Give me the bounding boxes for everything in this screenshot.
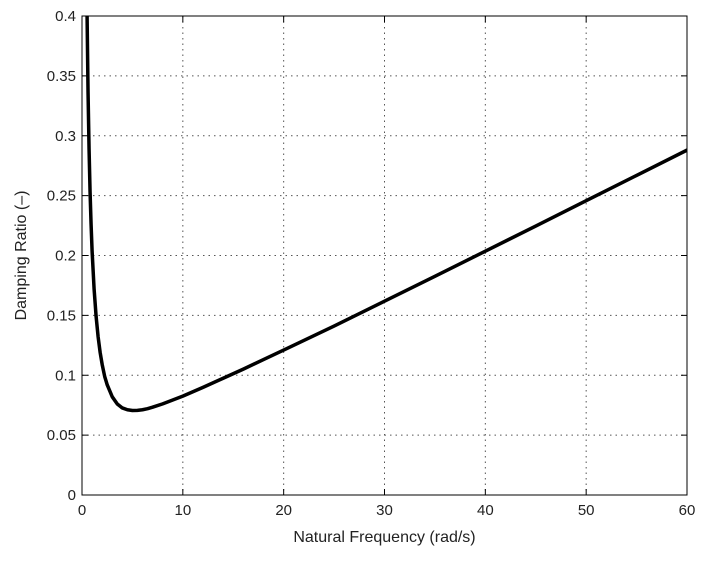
x-tick-label: 30 [376,502,393,519]
x-tick-label: 40 [477,502,494,519]
x-tick-labels: 0 10 20 30 40 50 60 [78,502,696,519]
y-tick-label: 0.25 [47,188,76,205]
series-line [85,16,687,413]
y-tick-label: 0.35 [47,68,76,85]
x-tick-label: 60 [679,502,696,519]
series-layer [85,16,687,413]
y-tick-labels: 0 0.05 0.1 0.15 0.2 0.25 0.3 0.35 0.4 [47,8,76,504]
x-tick-label: 10 [174,502,191,519]
x-tick-label: 20 [275,502,292,519]
y-tick-label: 0.1 [55,367,76,384]
x-tick-label: 0 [78,502,86,519]
y-tick-label: 0 [68,487,76,504]
y-tick-label: 0.05 [47,427,76,444]
x-tick-label: 50 [578,502,595,519]
plot-frame [81,15,688,496]
y-tick-label: 0.15 [47,307,76,324]
y-tick-label: 0.4 [55,8,76,25]
x-axis-title: Natural Frequency (rad/s) [293,529,475,546]
grid-lines [82,16,687,495]
y-axis-title: Damping Ratio (–) [13,191,30,321]
y-tick-label: 0.2 [55,248,76,265]
y-tick-label: 0.3 [55,128,76,145]
